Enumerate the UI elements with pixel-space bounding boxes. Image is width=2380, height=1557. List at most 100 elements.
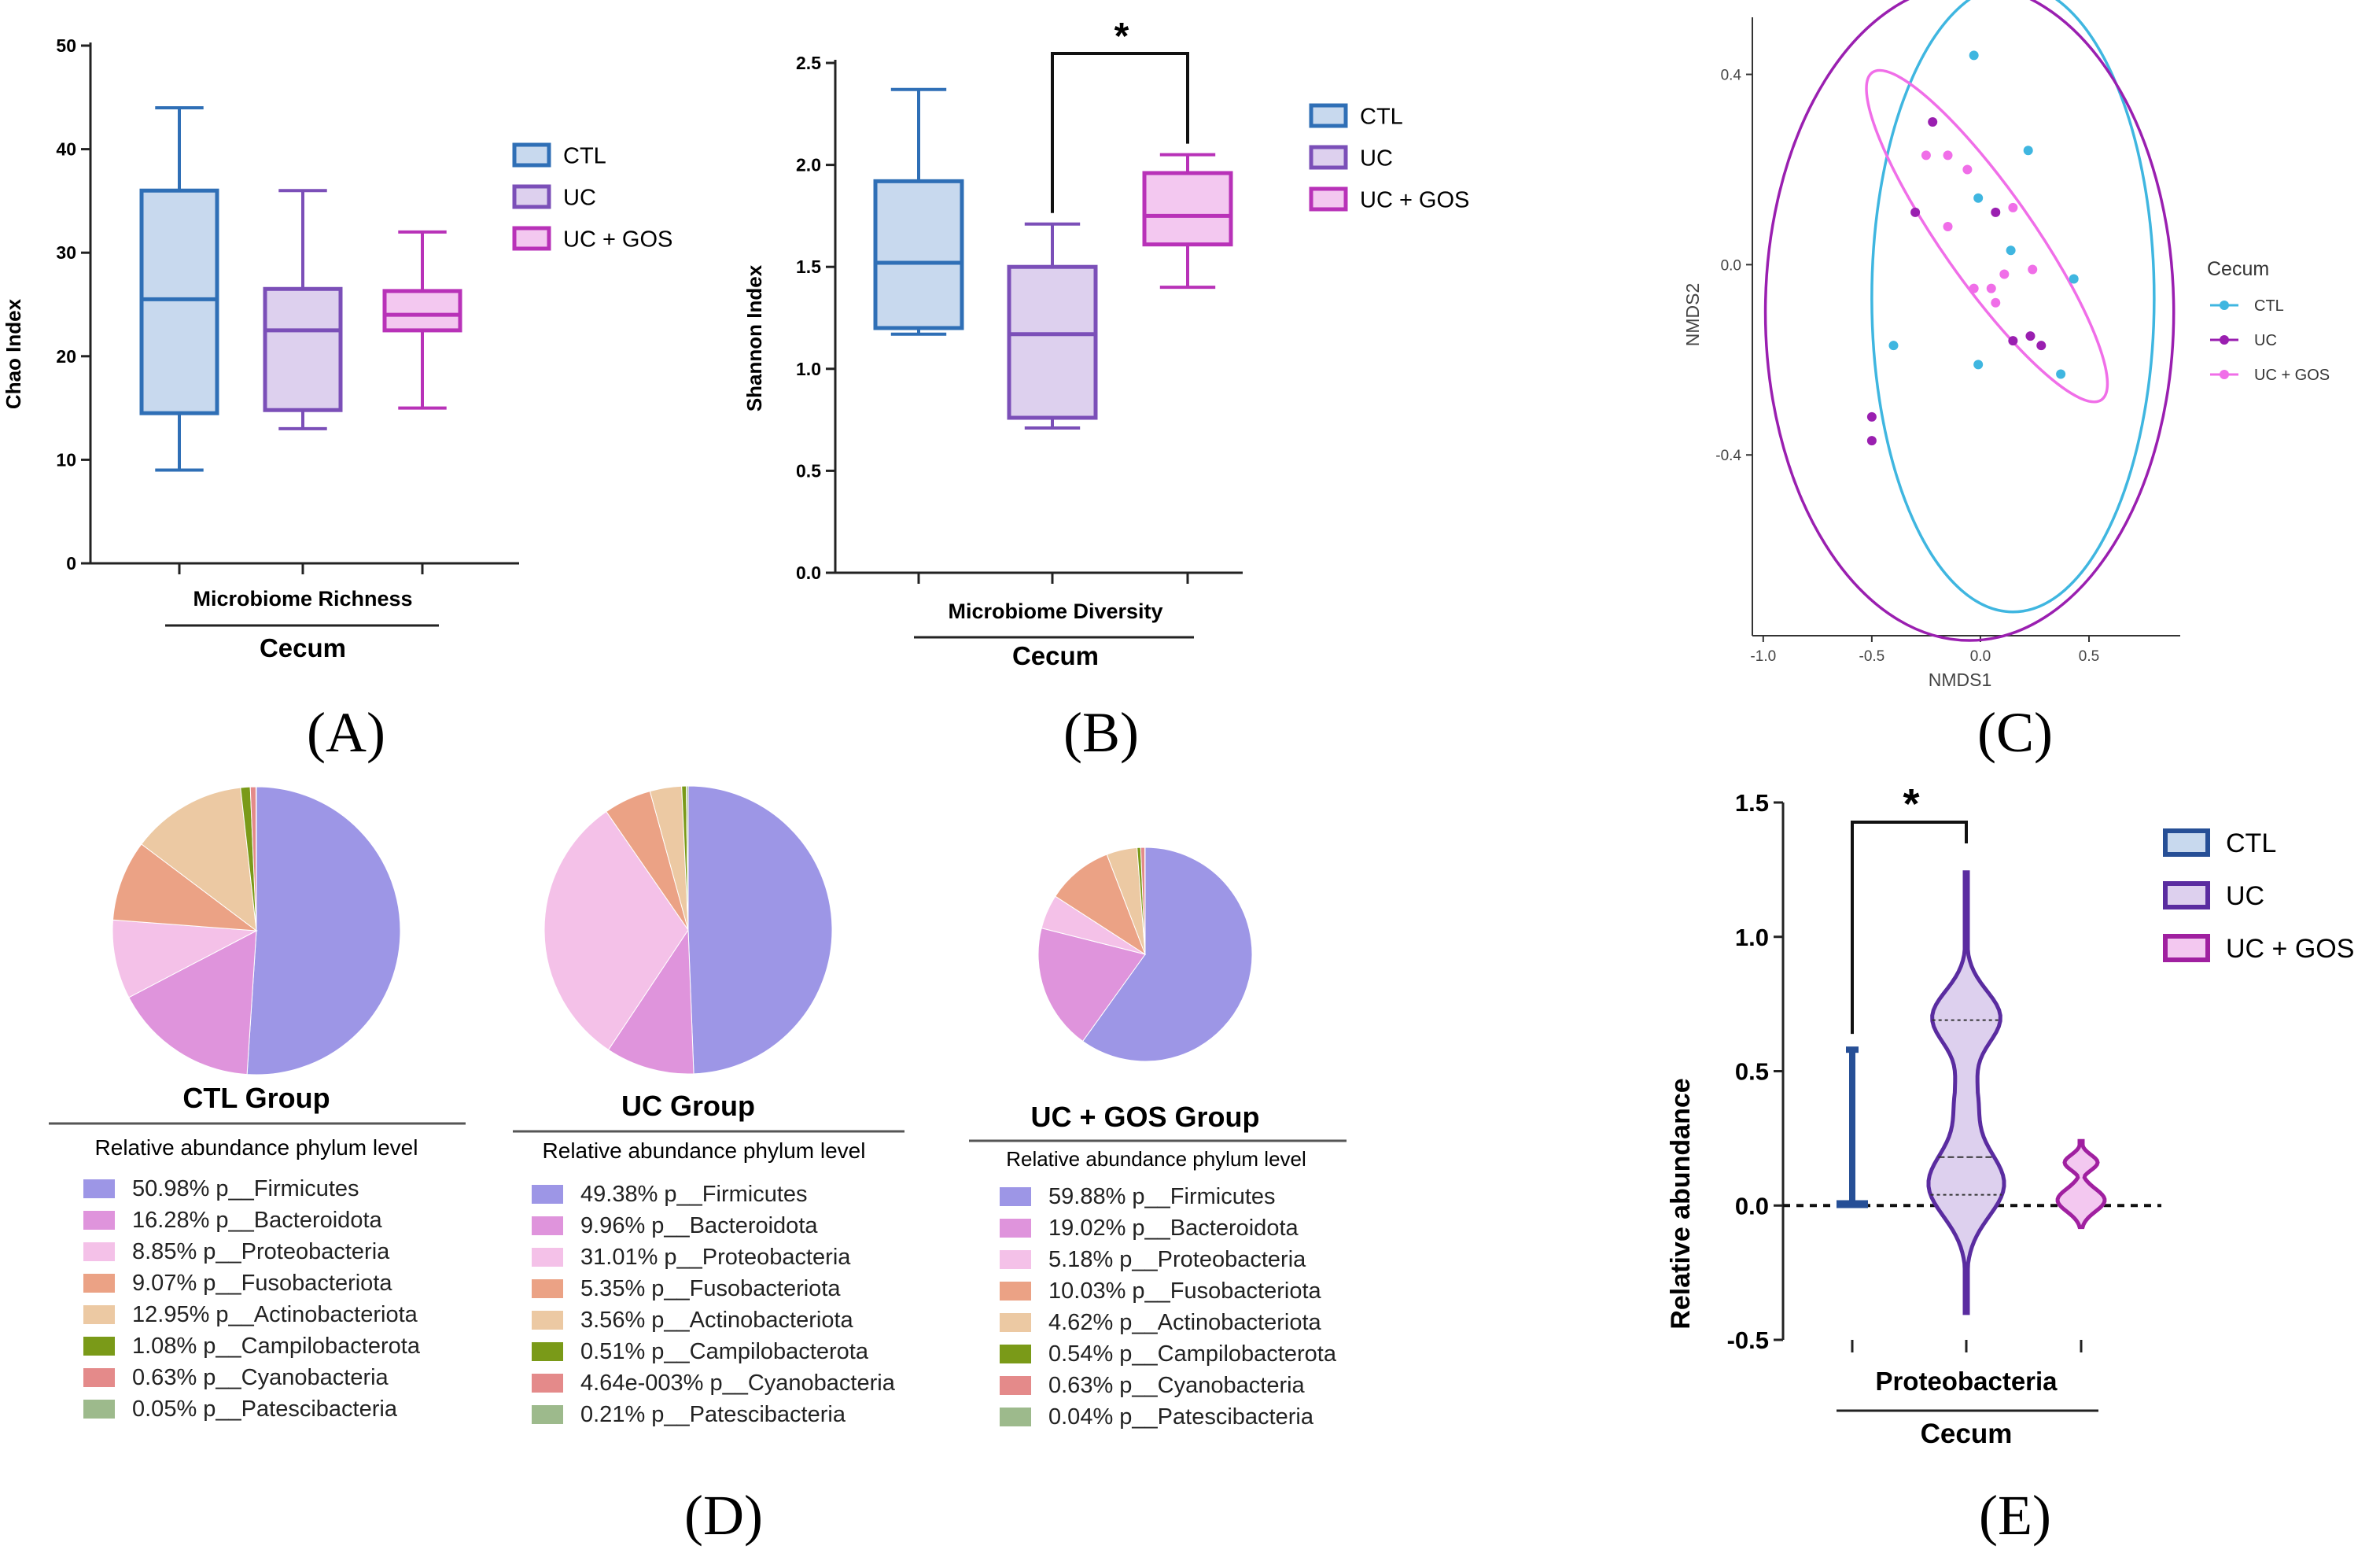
legend-label: CTL xyxy=(563,143,606,168)
x-tick-label: 0.0 xyxy=(1970,648,1991,665)
panel-c-legend: Cecum CTL UC UC + GOS xyxy=(2207,258,2330,384)
pie-slice-proteobacteria xyxy=(112,919,258,998)
panel-b-y-axis-label: Shannon Index xyxy=(742,264,766,411)
pie-legend-swatch xyxy=(1000,1187,1031,1206)
pie-subtitle: Relative abundance phylum level xyxy=(1006,1147,1306,1171)
box-uc xyxy=(263,286,343,412)
data-point xyxy=(1973,360,1984,370)
legend-label: UC + GOS xyxy=(2226,934,2354,964)
legend-swatch xyxy=(2163,934,2210,962)
pie-legend-swatch xyxy=(1000,1250,1031,1269)
panel-e-group-label: Cecum xyxy=(1921,1419,2013,1449)
pie-legend-label: 5.35% p__Fusobacteriota xyxy=(580,1276,841,1301)
legend-label: UC xyxy=(2226,881,2264,911)
panel-e-y-axis-label: Relative abundance xyxy=(1666,1078,1696,1329)
pie-legend-swatch xyxy=(1000,1282,1031,1301)
pie-legend-label: 0.04% p__Patescibacteria xyxy=(1048,1404,1314,1430)
data-point xyxy=(2069,274,2079,284)
data-point xyxy=(1943,222,1953,232)
pie-legend-swatch xyxy=(83,1274,115,1293)
pie-legend-label: 10.03% p__Fusobacteriota xyxy=(1048,1278,1321,1304)
panel-b-legend: CTL UC UC + GOS xyxy=(1309,103,1469,212)
pie-slice-bacteroidota xyxy=(128,930,257,1076)
data-point xyxy=(1888,341,1899,351)
panel-d-label: (D) xyxy=(684,1484,763,1547)
y-tick-label: 1.0 xyxy=(796,359,821,379)
panel-a-label: (A) xyxy=(307,701,385,764)
pie-legend-label: 19.02% p__Bacteroidota xyxy=(1048,1216,1299,1241)
pie-legend-label: 0.63% p__Cyanobacteria xyxy=(132,1365,389,1390)
pie-legend-swatch xyxy=(1000,1313,1031,1332)
data-point xyxy=(1921,150,1931,160)
legend-marker xyxy=(2220,335,2229,345)
data-point xyxy=(2036,341,2047,351)
pie-legend-swatch xyxy=(83,1179,115,1198)
panel-e-label: (E) xyxy=(1979,1484,2051,1547)
pie-legend-label: 0.21% p__Patescibacteria xyxy=(580,1402,846,1427)
pie-slice-fusobacteriota xyxy=(1055,854,1147,956)
legend-swatch xyxy=(1309,186,1348,212)
panel-e-violin-chart: -0.5 0.0 0.5 1.0 1.5 Relative abundance * Pr… xyxy=(1666,780,2354,1547)
box-uc-gos xyxy=(382,289,462,333)
legend-label: CTL xyxy=(1360,104,1403,129)
y-tick-label: 0.5 xyxy=(1735,1058,1769,1086)
x-tick-label: -1.0 xyxy=(1750,648,1776,665)
pie-title: CTL Group xyxy=(182,1082,330,1114)
pie-legend-label: 4.62% p__Actinobacteriota xyxy=(1048,1310,1321,1335)
pie-subtitle: Relative abundance phylum level xyxy=(543,1138,866,1163)
pie-slice-firmicutes xyxy=(246,786,401,1076)
panel-c-label: (C) xyxy=(1977,701,2053,764)
box-ctl xyxy=(873,179,964,330)
legend-swatch xyxy=(1309,103,1348,128)
pie-legend-label: 8.85% p__Proteobacteria xyxy=(132,1239,390,1264)
panel-b-significance-star: * xyxy=(1114,16,1129,57)
pie-slice-bacteroidota xyxy=(1037,928,1146,1042)
pie-legend-label: 3.56% p__Actinobacteriota xyxy=(580,1308,853,1333)
pie-legend-swatch xyxy=(532,1374,563,1393)
panel-e-x-label: Proteobacteria xyxy=(1875,1367,2058,1396)
y-tick-label: 2.5 xyxy=(796,53,821,73)
pie-legend-label: 12.95% p__Actinobacteriota xyxy=(132,1302,418,1327)
legend-swatch xyxy=(512,142,551,168)
x-tick-label: -0.5 xyxy=(1859,648,1885,665)
y-tick-label: 0.0 xyxy=(796,563,821,583)
pie-slice-fusobacteriota xyxy=(112,843,258,932)
x-tick-label: 0.5 xyxy=(2079,648,2099,665)
y-tick-label: 0.5 xyxy=(796,460,821,481)
legend-label: UC xyxy=(563,185,596,210)
y-tick-label: 0.0 xyxy=(1735,1192,1769,1219)
pie-legend-swatch xyxy=(1000,1219,1031,1238)
legend-label: UC xyxy=(2254,332,2277,349)
pie-legend-swatch xyxy=(1000,1408,1031,1426)
pie-legend-swatch xyxy=(532,1248,563,1267)
box-uc xyxy=(1007,264,1098,420)
y-tick-label: 0.0 xyxy=(1721,257,1741,274)
pie-legend-swatch xyxy=(83,1368,115,1387)
data-point xyxy=(2025,331,2036,341)
pie-legend-label: 9.07% p__Fusobacteriota xyxy=(132,1271,392,1296)
panel-c-y-axis-label: NMDS2 xyxy=(1682,283,1703,347)
data-point xyxy=(1910,207,1921,217)
data-point xyxy=(1973,193,1984,203)
data-point xyxy=(2008,336,2018,346)
pie-slice-actinobacteriota xyxy=(141,787,257,932)
legend-swatch xyxy=(512,184,551,209)
pie-slice-bacteroidota xyxy=(607,928,694,1075)
legend-swatch xyxy=(2163,881,2210,909)
pie-legend-label: 49.38% p__Firmicutes xyxy=(580,1182,808,1207)
y-tick-label: 1.5 xyxy=(1735,789,1769,817)
data-point xyxy=(1866,436,1877,446)
panel-b-box-chart: 0.0 0.5 1.0 1.5 2.0 2.5 Shannon Index * Micro… xyxy=(742,16,1469,764)
panel-a-legend: CTL UC UC + GOS xyxy=(512,142,672,252)
y-tick-label: 2.0 xyxy=(796,155,821,175)
panel-c-x-axis-label: NMDS1 xyxy=(1929,670,1992,690)
pie-legend-swatch xyxy=(1000,1345,1031,1363)
pie-legend-label: 0.54% p__Campilobacterota xyxy=(1048,1341,1337,1367)
pie-legend-swatch xyxy=(83,1242,115,1261)
legend-marker xyxy=(2220,370,2229,379)
data-point xyxy=(2008,202,2018,212)
confidence-ellipse xyxy=(1870,0,2156,614)
pie-legend-swatch xyxy=(83,1305,115,1324)
pie-slice-patescibacteria xyxy=(686,785,689,931)
pie-legend-swatch xyxy=(83,1337,115,1356)
